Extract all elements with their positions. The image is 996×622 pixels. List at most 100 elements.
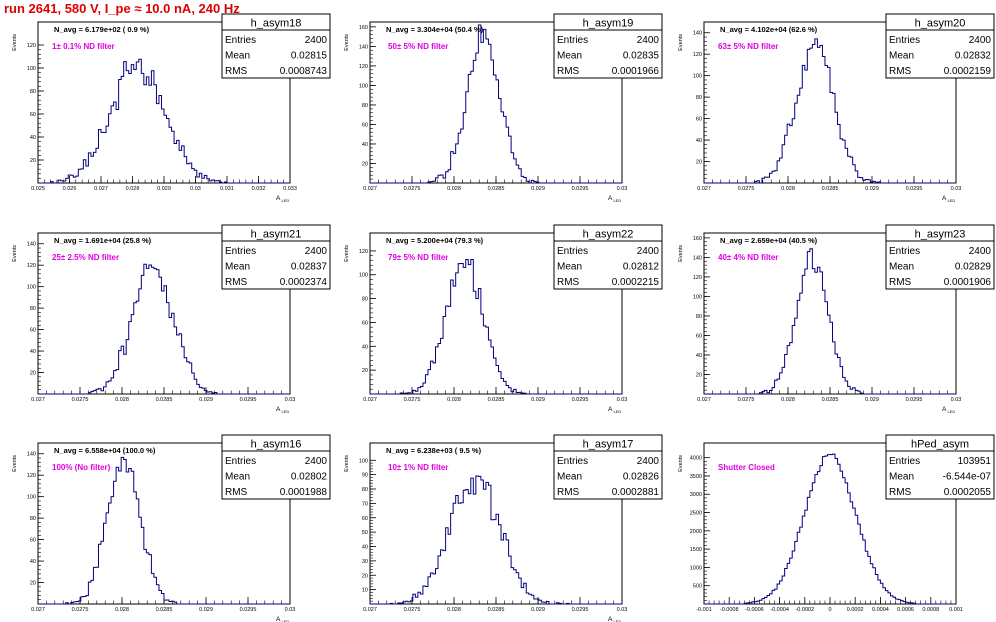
stats-key-entries: Entries xyxy=(225,35,256,46)
x-axis-label: A LED xyxy=(276,616,289,622)
stats-box-title: h_asym17 xyxy=(583,439,634,451)
stats-key-entries: Entries xyxy=(557,456,588,467)
histogram-panel-h_asym17: 10 20 30 40 50 60 70 80 90 100 0.027 0.0275 0.028 0.0… xyxy=(344,434,663,622)
x-tick-label: 0.0275 xyxy=(404,397,421,403)
y-tick-label: 1500 xyxy=(690,547,702,553)
stats-key-mean: Mean xyxy=(557,51,582,62)
x-tick-label: 0.0295 xyxy=(906,397,923,403)
x-tick-label: 0.028 xyxy=(447,186,461,192)
x-tick-label: 0.0295 xyxy=(906,186,923,192)
stats-key-entries: Entries xyxy=(225,246,256,257)
stats-value-rms: 0.0002055 xyxy=(944,487,992,498)
stats-key-rms: RMS xyxy=(225,66,248,77)
histogram-line xyxy=(38,263,290,395)
y-tick-label: 120 xyxy=(693,275,702,281)
x-tick-label: 0.029 xyxy=(531,186,545,192)
x-tick-label: 0.0008 xyxy=(922,607,939,613)
filter-annotation: Shutter Closed xyxy=(718,463,775,472)
x-axis-label-subscript: LED xyxy=(280,198,289,203)
x-tick-label: 0.0295 xyxy=(572,397,589,403)
filter-annotation: 63± 5% ND filter xyxy=(718,42,778,51)
stats-key-rms: RMS xyxy=(225,277,248,288)
stats-key-rms: RMS xyxy=(557,277,580,288)
stats-box xyxy=(221,13,331,79)
x-axis-label: A LED xyxy=(276,195,289,203)
x-tick-label: 0.0275 xyxy=(404,186,421,192)
y-tick-label: 3000 xyxy=(690,492,702,498)
stats-key-entries: Entries xyxy=(889,35,920,46)
x-tick-label: 0.029 xyxy=(199,607,213,613)
stats-key-entries: Entries xyxy=(557,246,588,257)
histogram-line xyxy=(370,475,622,605)
histogram-line xyxy=(704,453,956,605)
x-tick-label: 0.03 xyxy=(617,186,628,192)
x-tick-label: 0.029 xyxy=(157,186,171,192)
stats-box-title: h_asym19 xyxy=(583,18,634,30)
y-tick-label: 140 xyxy=(693,255,702,261)
stats-value-entries: 2400 xyxy=(305,456,328,467)
x-tick-label: 0.028 xyxy=(781,186,795,192)
histogram-panel-h_asym19: 20 40 60 80 100 120 140 160 0.027 0.0275 0.028 0.02… xyxy=(344,13,663,203)
x-tick-label: 0.0275 xyxy=(404,607,421,613)
y-tick-label: 60 xyxy=(30,328,36,334)
y-tick-label: 80 xyxy=(30,306,36,312)
y-tick-label: 60 xyxy=(362,516,368,522)
stats-value-mean: 0.02835 xyxy=(623,51,660,62)
x-tick-label: 0.0285 xyxy=(488,397,505,403)
y-tick-label: 100 xyxy=(27,495,36,501)
x-tick-label: 0.029 xyxy=(865,186,879,192)
stats-value-rms: 0.0001966 xyxy=(612,66,660,77)
y-axis-label: Events xyxy=(344,34,350,51)
y-tick-label: 40 xyxy=(30,349,36,355)
x-axis-label: A LED xyxy=(608,195,621,203)
x-tick-label: 0.0285 xyxy=(822,397,839,403)
y-tick-label: 30 xyxy=(362,559,368,565)
y-tick-label: 40 xyxy=(30,135,36,141)
x-tick-label: 0 xyxy=(828,607,831,613)
x-tick-label: 0.027 xyxy=(363,186,377,192)
x-tick-label: 0.033 xyxy=(283,186,297,192)
stats-box xyxy=(553,224,663,290)
x-axis-label: A LED xyxy=(608,616,621,622)
x-tick-label: 0.029 xyxy=(865,397,879,403)
x-tick-label: 0.027 xyxy=(363,607,377,613)
stats-box-title: h_asym22 xyxy=(583,229,634,241)
n-avg-label: N_avg = 6.238e+03 ( 9.5 %) xyxy=(386,446,482,455)
y-tick-label: 1000 xyxy=(690,565,702,571)
x-tick-label: 0.031 xyxy=(220,186,234,192)
y-tick-label: 120 xyxy=(359,249,368,255)
y-tick-label: 60 xyxy=(30,538,36,544)
stats-box xyxy=(221,224,331,290)
y-tick-label: 70 xyxy=(362,501,368,507)
y-tick-label: 40 xyxy=(30,559,36,565)
y-tick-label: 80 xyxy=(362,297,368,303)
y-axis-label: Events xyxy=(344,245,350,262)
stats-key-mean: Mean xyxy=(225,262,250,273)
x-tick-label: 0.0285 xyxy=(156,607,173,613)
filter-annotation: 79± 5% ND filter xyxy=(388,253,448,262)
y-tick-label: 60 xyxy=(696,333,702,339)
stats-box xyxy=(885,434,995,500)
stats-key-rms: RMS xyxy=(889,487,912,498)
filter-annotation: 100% (No filter) xyxy=(52,463,111,472)
y-tick-label: 20 xyxy=(362,573,368,579)
y-tick-label: 60 xyxy=(696,117,702,123)
stats-value-mean: -6.544e-07 xyxy=(943,472,992,483)
x-tick-label: 0.03 xyxy=(190,186,201,192)
x-tick-label: 0.001 xyxy=(949,607,963,613)
y-tick-label: 140 xyxy=(693,31,702,37)
x-axis-label: A LED xyxy=(276,406,289,414)
y-tick-label: 500 xyxy=(693,584,702,590)
filter-annotation: 10± 1% ND filter xyxy=(388,463,448,472)
x-tick-label: 0.025 xyxy=(31,186,45,192)
x-axis-label-subscript: LED xyxy=(280,409,289,414)
stats-value-mean: 0.02815 xyxy=(291,51,328,62)
x-tick-label: 0.028 xyxy=(447,607,461,613)
stats-value-rms: 0.0001906 xyxy=(944,277,992,288)
x-tick-label: 0.0295 xyxy=(240,607,257,613)
filter-annotation: 25± 2.5% ND filter xyxy=(52,253,119,262)
y-tick-label: 100 xyxy=(359,83,368,89)
stats-box xyxy=(221,434,331,500)
y-axis-label: Events xyxy=(678,455,684,472)
y-tick-label: 100 xyxy=(693,74,702,80)
